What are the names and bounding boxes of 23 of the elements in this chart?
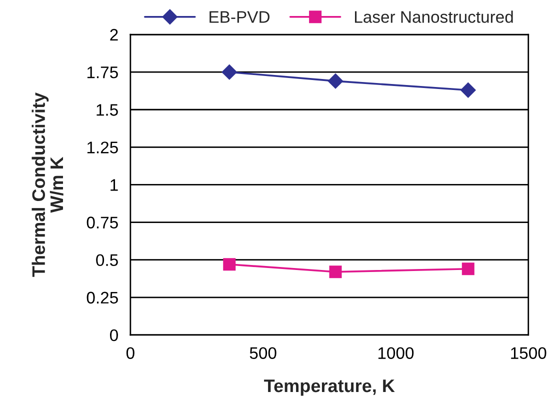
point xyxy=(223,258,236,271)
y-tick-label: 1.75 xyxy=(87,66,118,78)
x-tick-label: 0 xyxy=(126,347,134,359)
y-tick-label: 2 xyxy=(110,28,118,41)
x-tick-label: 1000 xyxy=(378,347,414,359)
legend-label: EB-PVD xyxy=(210,11,270,23)
y-tick-label: 0.25 xyxy=(86,292,118,304)
y-tick-label: 0.5 xyxy=(96,254,118,266)
x-tick-label: 1500 xyxy=(511,347,546,359)
y-tick-label: 0.75 xyxy=(86,216,118,228)
x-axis-title: Temperature, K xyxy=(264,380,395,396)
y-tick-label: 0 xyxy=(110,329,118,342)
x-tick-label: 500 xyxy=(250,347,276,359)
legend-label: Laser Nanostructured xyxy=(354,10,513,23)
point xyxy=(222,64,238,80)
y-tick-label: 1 xyxy=(110,179,118,191)
point xyxy=(462,262,474,276)
y-tick-label: 1.25 xyxy=(87,142,118,154)
point xyxy=(328,73,344,89)
y-axis-title: Thermal Conductivity W/m K xyxy=(32,92,64,277)
point xyxy=(329,266,342,278)
point xyxy=(460,82,476,98)
y-tick-label: 1.5 xyxy=(96,104,118,116)
